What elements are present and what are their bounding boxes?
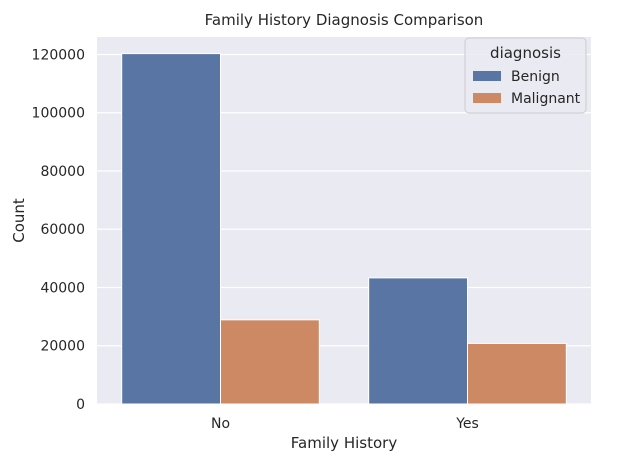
legend-label-malignant: Malignant bbox=[511, 91, 581, 107]
y-tick-label: 120000 bbox=[32, 47, 85, 63]
y-tick-label: 0 bbox=[76, 397, 85, 413]
x-axis-ticks: No Yes bbox=[211, 416, 479, 432]
chart-title: Family History Diagnosis Comparison bbox=[205, 11, 484, 29]
y-tick-label: 40000 bbox=[40, 280, 85, 296]
bar-malignant-yes bbox=[467, 342, 567, 405]
bar-benign-no bbox=[121, 53, 221, 405]
bars bbox=[121, 53, 567, 405]
y-axis-ticks: 0 20000 40000 60000 80000 100000 120000 bbox=[32, 47, 85, 413]
legend-swatch-malignant bbox=[473, 93, 501, 103]
bar-malignant-no bbox=[220, 319, 320, 405]
x-tick-label: Yes bbox=[455, 416, 479, 432]
legend-swatch-benign bbox=[473, 71, 501, 81]
y-tick-label: 20000 bbox=[40, 339, 85, 355]
x-tick-label: No bbox=[211, 416, 230, 432]
bar-benign-yes bbox=[368, 277, 469, 405]
legend-label-benign: Benign bbox=[511, 69, 560, 85]
legend-title: diagnosis bbox=[490, 44, 561, 62]
y-axis-label: Count bbox=[10, 198, 28, 243]
y-tick-label: 80000 bbox=[40, 164, 85, 180]
y-tick-label: 100000 bbox=[32, 106, 85, 122]
x-axis-label: Family History bbox=[291, 434, 398, 452]
y-tick-label: 60000 bbox=[40, 222, 85, 238]
legend: diagnosis Benign Malignant bbox=[464, 37, 587, 114]
